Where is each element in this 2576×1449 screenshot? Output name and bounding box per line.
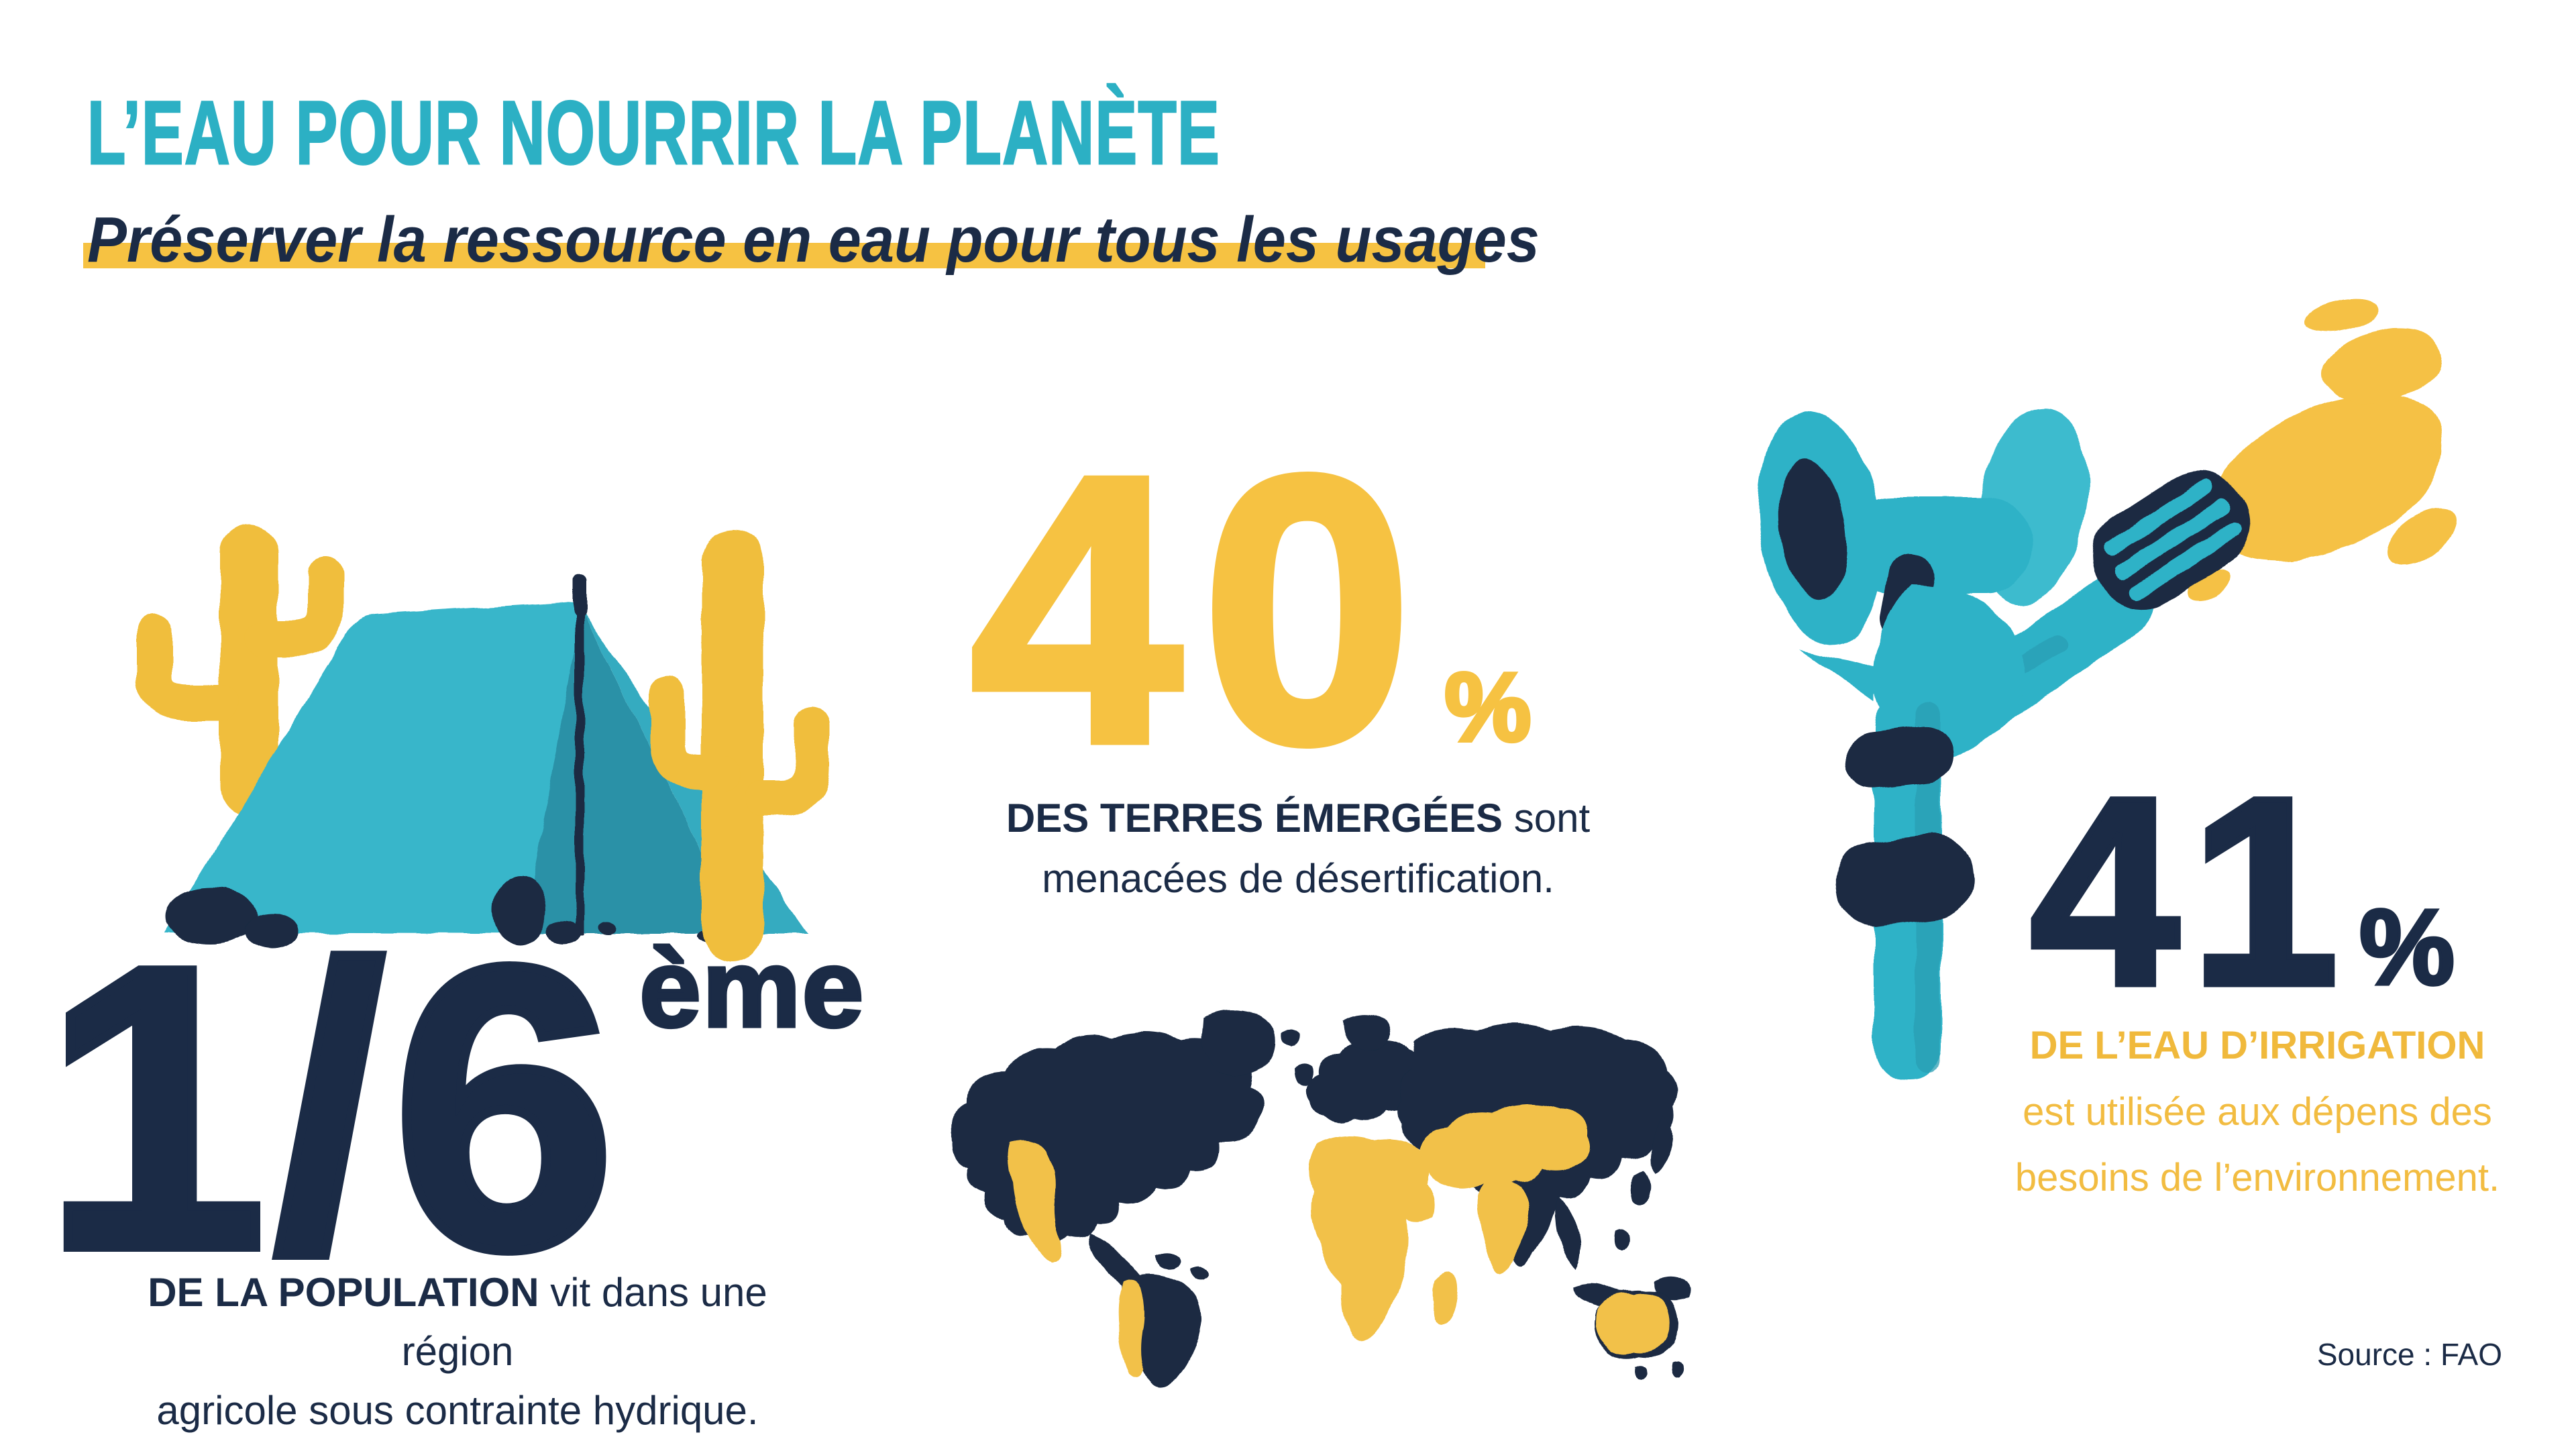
stand-collar-large: [1835, 835, 1974, 926]
desert-zone-west-north-america: [1008, 1140, 1061, 1263]
desert-zone-middle-east-central-asia: [1419, 1104, 1591, 1189]
sprinkler-nozzle: [2091, 470, 2251, 610]
caption-rest: vit dans une région: [401, 1270, 767, 1375]
sprinkler-stand: [1801, 584, 2027, 1080]
desert-zone-australia: [1596, 1293, 1670, 1354]
percent-sign: %: [1442, 653, 1533, 761]
stat-land: 40%: [966, 416, 1533, 804]
caption-line: DES TERRES ÉMERGÉES sont: [929, 788, 1667, 849]
desert-zone-india: [1478, 1181, 1529, 1274]
caption-line: DE LA POPULATION vit dans une région: [89, 1263, 826, 1381]
stat-population-value: 1/6: [38, 883, 623, 1333]
page-title: L’EAU POUR NOURRIR LA PLANÈTE: [87, 83, 1221, 184]
stat-population-suffix: ème: [638, 926, 865, 1050]
percent-sign: %: [2357, 887, 2456, 1007]
caption-line: agricole sous contrainte hydrique.: [156, 1388, 759, 1434]
water-splash-icon: [2188, 299, 2457, 601]
stat-irrigation-caption: DE L’EAU D’IRRIGATION est utilisée aux d…: [1999, 1013, 2516, 1212]
desert-zone-madagascar: [1433, 1271, 1458, 1326]
caption-bold: DE L’EAU D’IRRIGATION: [2029, 1024, 2485, 1067]
landmass-europe: [1306, 1039, 1426, 1123]
caption-line: menacées de désertification.: [1042, 856, 1554, 901]
stand-collar-small: [1846, 724, 1954, 788]
cactus-icon-right: [650, 529, 829, 962]
caption-bold: DES TERRES ÉMERGÉES: [1006, 796, 1503, 841]
stat-irrigation: 41%: [2027, 754, 2457, 1028]
landmass-greenland: [1201, 1010, 1276, 1076]
caption-bold: DE LA POPULATION: [148, 1270, 539, 1315]
subtitle-highlight-bar: [83, 243, 1485, 268]
desert-zone-africa: [1309, 1136, 1435, 1343]
source-label: Source : FAO: [2316, 1337, 2502, 1372]
landmass-british-isles: [1281, 1030, 1313, 1085]
cactus-icon-left: [137, 524, 343, 814]
landmass-new-zealand: [1634, 1360, 1684, 1380]
sprinkler-illustration: [1758, 299, 2457, 1080]
stat-population-caption: DE LA POPULATION vit dans une région agr…: [89, 1263, 826, 1441]
caption-line: est utilisée aux dépens des: [2023, 1089, 2492, 1134]
caption-rest: sont: [1503, 796, 1591, 841]
stat-irrigation-value: 41: [2027, 741, 2350, 1041]
stat-land-value: 40: [966, 398, 1433, 821]
landmass-scandinavia: [1342, 1014, 1391, 1052]
landmass-kamchatka-japan: [1630, 1114, 1673, 1205]
landmass-caribbean: [1154, 1252, 1208, 1281]
landmass-southeast-asia: [1556, 1195, 1629, 1270]
rocks: [166, 875, 729, 948]
stat-land-caption: DES TERRES ÉMERGÉES sont menacées de dés…: [929, 788, 1667, 909]
page-subtitle: Préserver la ressource en eau pour tous …: [87, 204, 1540, 276]
desert-zone-andes: [1118, 1279, 1144, 1377]
world-map-illustration: [950, 1010, 1691, 1387]
caption-line: besoins de l’environnement.: [2015, 1156, 2500, 1200]
stat-population: 1/6 ème: [38, 902, 865, 1314]
tent-illustration: [137, 524, 829, 962]
